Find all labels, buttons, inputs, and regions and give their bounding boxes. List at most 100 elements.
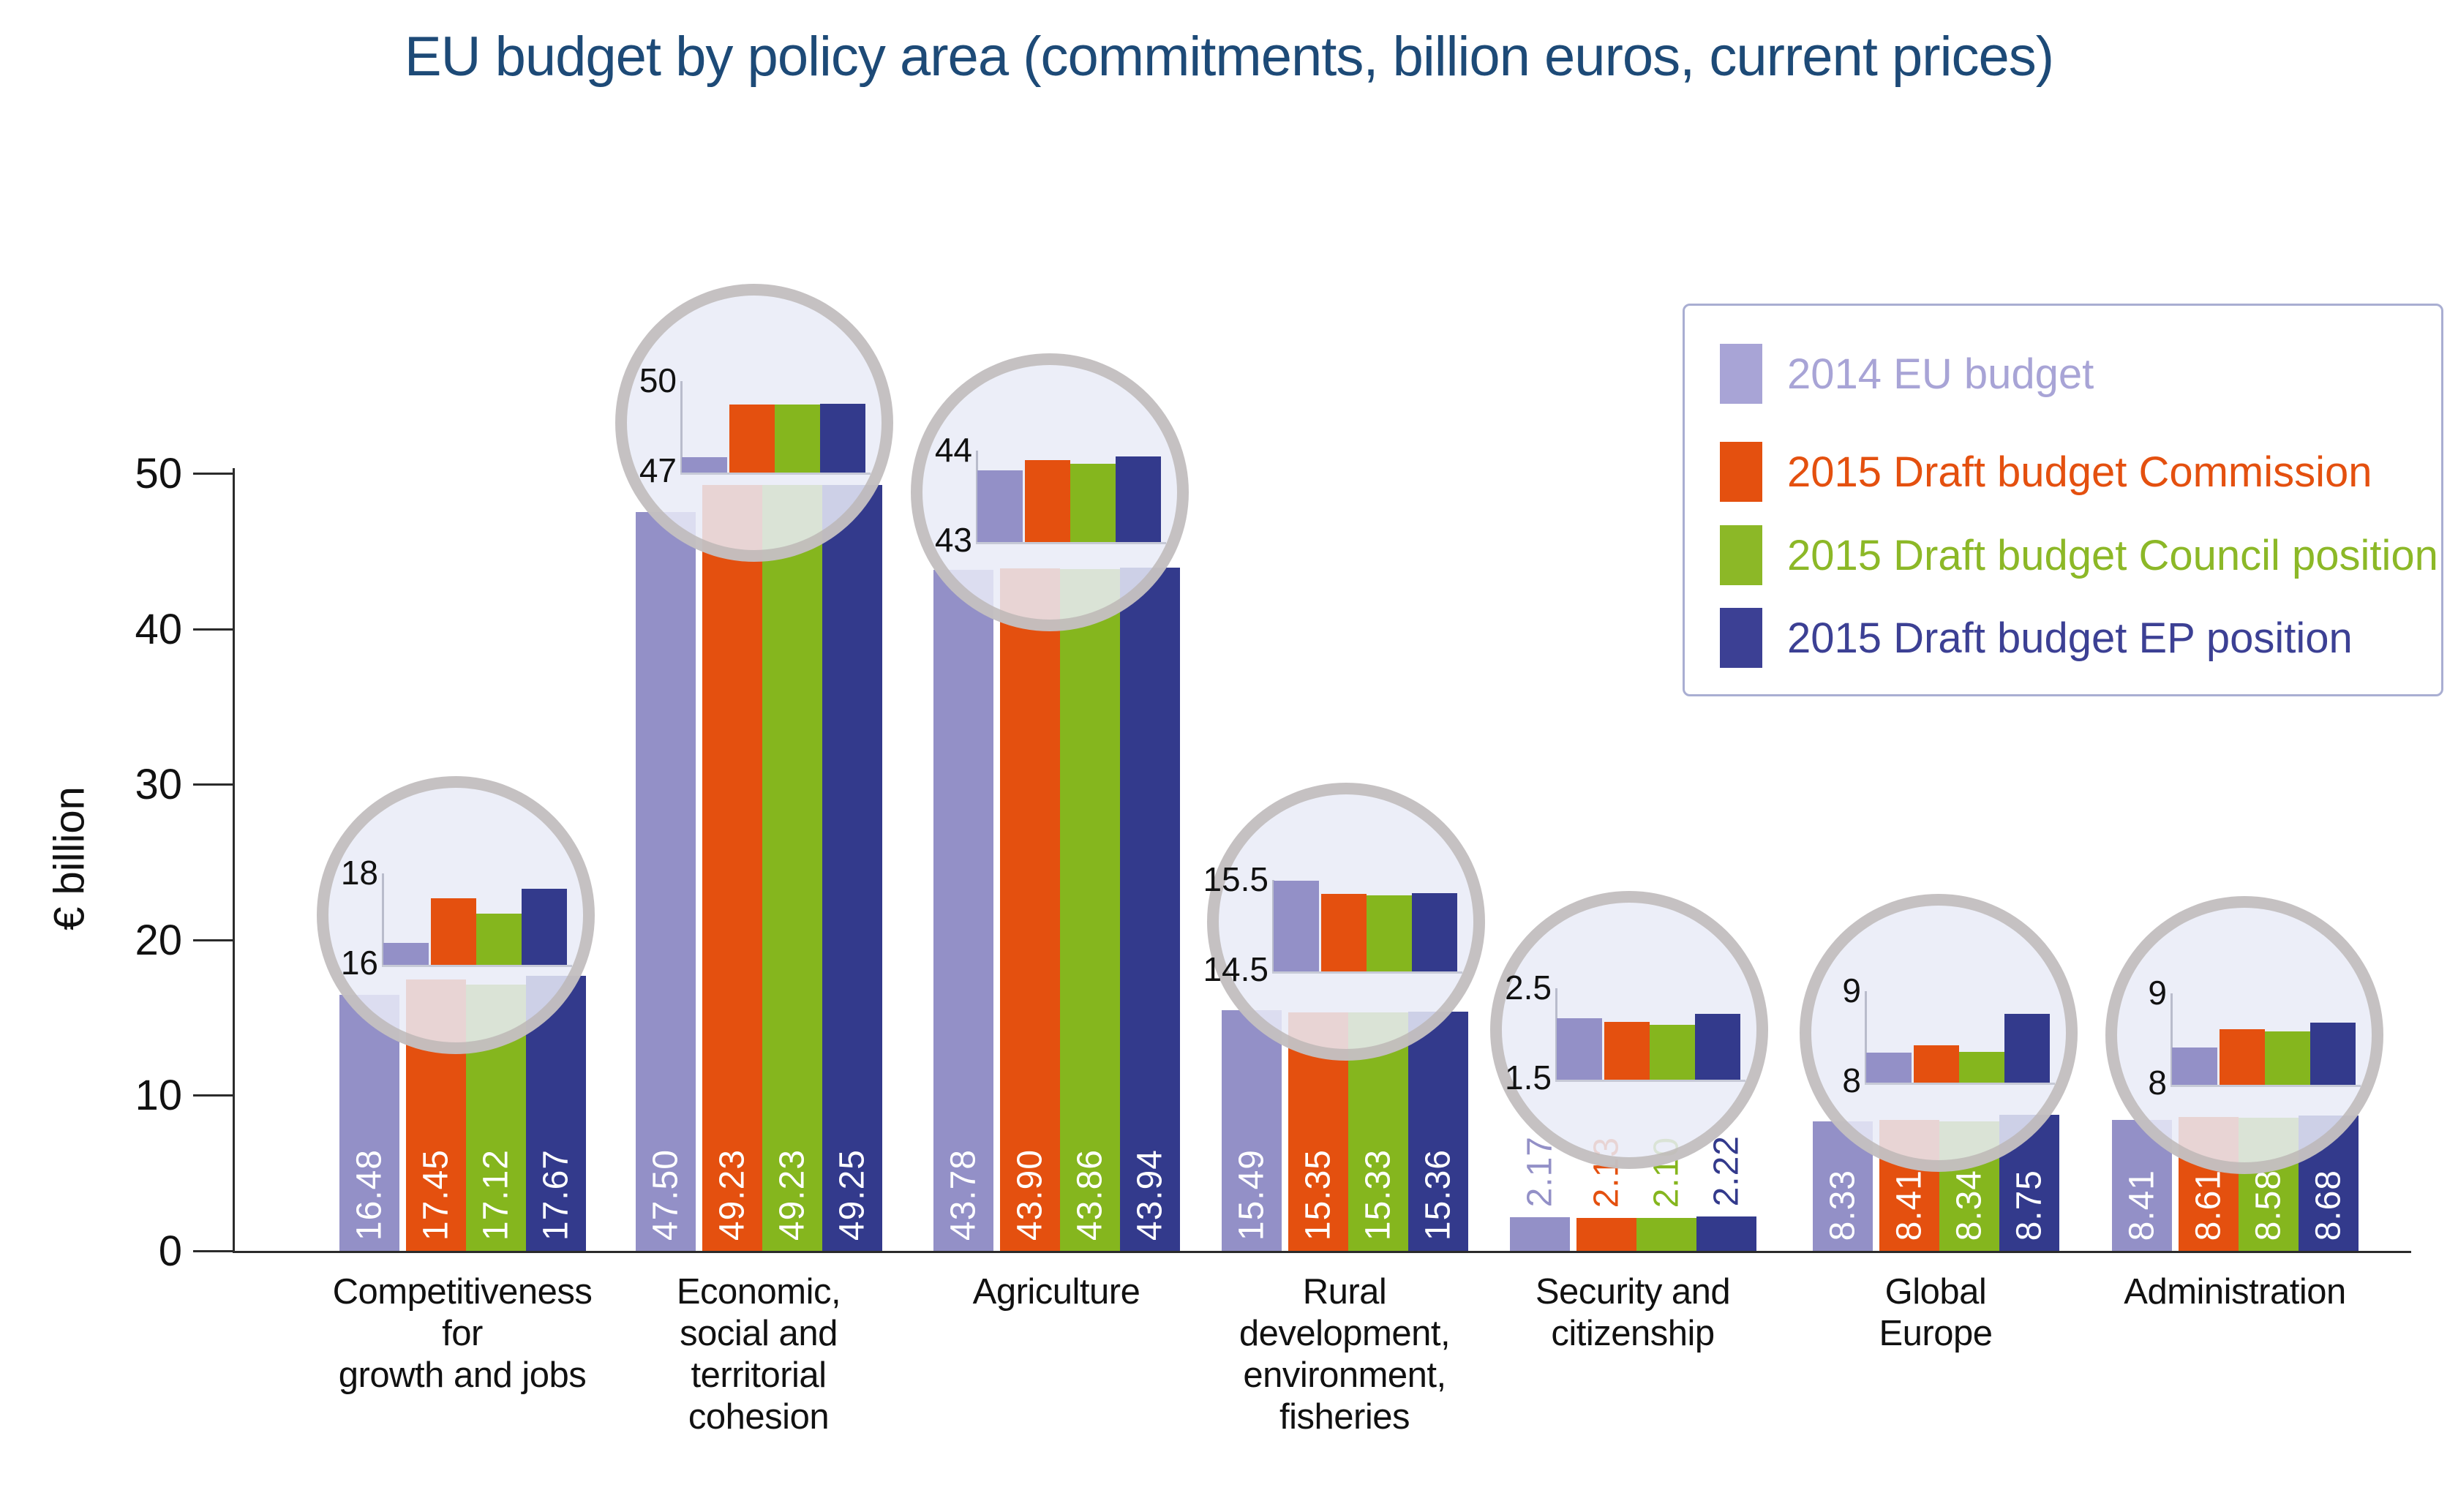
- category-label-line: Europe: [1879, 1314, 1993, 1353]
- y-axis-tick-label: 40: [135, 605, 182, 653]
- y-axis-tick-mark: [193, 628, 233, 631]
- bar: 2.17: [1510, 1136, 1570, 1251]
- magnifier-baseline: [1865, 1083, 2055, 1085]
- category-label-line: Rural: [1302, 1272, 1387, 1312]
- category-label-line: fisheries: [1279, 1397, 1410, 1437]
- magnifier-circle: 44 43: [911, 353, 1189, 631]
- y-axis-tick-mark: [193, 473, 233, 475]
- category-label-line: Agriculture: [972, 1272, 1140, 1312]
- magnifier-mini-bar: [775, 405, 820, 473]
- magnifier-mini-bar: [1650, 1025, 1695, 1080]
- legend-item: 2015 Draft budget Council position: [1720, 525, 2438, 585]
- magnifier-axis-line: [680, 381, 683, 475]
- magnifier-mini-bar: [1116, 456, 1161, 542]
- magnifier-tick-label: 47: [639, 451, 677, 489]
- magnifier-mini-bar: [1070, 464, 1116, 542]
- bar: 2.10: [1636, 1137, 1696, 1251]
- magnifier-axis-line: [1272, 880, 1274, 974]
- magnifier-mini-bar: [820, 404, 865, 473]
- magnifier-mini-bar: [1914, 1045, 1959, 1083]
- legend-item-label: 2015 Draft budget Commission: [1787, 448, 2372, 496]
- magnifier-axis-line: [1865, 991, 1867, 1085]
- magnifier-mini-bar: [1321, 894, 1367, 971]
- magnifier-mini-bar: [2220, 1029, 2265, 1085]
- y-axis-tick-label: 0: [158, 1227, 182, 1275]
- magnifier-mini-bar: [1557, 1018, 1602, 1080]
- bar-value-label: 8.34: [1950, 1169, 1989, 1241]
- bar-value-label: 15.35: [1298, 1148, 1338, 1241]
- bar-value-label: 43.94: [1130, 1148, 1170, 1241]
- magnifier-mini-bar: [729, 405, 775, 473]
- bar-value-label: 15.33: [1358, 1148, 1398, 1241]
- legend-item: 2015 Draft budget EP position: [1720, 608, 2353, 668]
- y-axis-tick-mark: [193, 1250, 233, 1252]
- magnifier-mini-bar: [682, 457, 727, 473]
- magnifier-mini-bar: [1604, 1022, 1650, 1080]
- magnifier-mini-bar: [2310, 1023, 2356, 1085]
- bar-value-label: 8.33: [1823, 1169, 1863, 1241]
- magnifier-mini-bar: [1367, 895, 1412, 971]
- category-label-line: growth and jobs: [338, 1355, 587, 1395]
- x-axis-line: [233, 1251, 2411, 1253]
- bar: 2.22: [1696, 1135, 1756, 1251]
- bar: 49.23: [762, 485, 822, 1251]
- category-label-line: Global: [1884, 1272, 1987, 1312]
- legend-item: 2015 Draft budget Commission: [1720, 442, 2372, 502]
- bar-value-label: 8.41: [1890, 1169, 1929, 1241]
- magnifier-mini-bar: [2265, 1031, 2310, 1085]
- legend-swatch: [1720, 608, 1762, 668]
- magnifier-axis-line: [1555, 988, 1557, 1082]
- bar-value-label: 17.67: [536, 1148, 576, 1241]
- magnifier-tick-label: 50: [639, 361, 677, 399]
- magnifier-tick-label: 2.5: [1505, 968, 1552, 1007]
- magnifier-tick-label: 8: [2148, 1064, 2167, 1102]
- category-label: Security and citizenship: [1465, 1271, 1801, 1355]
- magnifier-tick-label: 18: [340, 854, 378, 892]
- legend-item-label: 2014 EU budget: [1787, 350, 2094, 398]
- magnifier-mini-bar: [1274, 881, 1319, 971]
- bar-value-label: 49.23: [773, 1148, 812, 1241]
- bar: 43.86: [1060, 569, 1120, 1251]
- chart-title: EU budget by policy area (commitments, b…: [404, 26, 2054, 88]
- y-axis-line: [233, 468, 235, 1253]
- magnifier-tick-label: 43: [934, 521, 972, 559]
- magnifier-mini-bar: [522, 889, 567, 965]
- legend-swatch: [1720, 344, 1762, 404]
- category-label: Administration: [2067, 1271, 2403, 1313]
- y-axis-tick-label: 30: [135, 761, 182, 809]
- magnifier-mini-bar: [2172, 1048, 2217, 1085]
- category-label: Global Europe: [1767, 1271, 2104, 1355]
- bar: 49.25: [822, 485, 882, 1251]
- magnifier-mini-bar: [1866, 1053, 1912, 1083]
- magnifier-tick-label: 1.5: [1505, 1058, 1552, 1097]
- category-label-line: Security and: [1535, 1272, 1731, 1312]
- legend-item: 2014 EU budget: [1720, 344, 2094, 404]
- bar-value-label: 16.48: [350, 1148, 389, 1241]
- magnifier-tick-label: 44: [934, 431, 972, 469]
- category-label-line: citizenship: [1551, 1314, 1715, 1353]
- y-axis-tick-label: 50: [135, 450, 182, 497]
- category-label-line: development,: [1239, 1314, 1451, 1353]
- magnifier-mini-bar: [1412, 893, 1457, 971]
- category-label-line: environment,: [1243, 1355, 1446, 1395]
- magnifier-tick-label: 15.5: [1203, 860, 1269, 898]
- magnifier-mini-bar: [476, 914, 522, 965]
- category-label-line: Economic,: [676, 1272, 841, 1312]
- bar-value-label: 8.41: [2122, 1169, 2162, 1241]
- bar-value-label: 49.23: [713, 1148, 752, 1241]
- magnifier-tick-label: 8: [1842, 1061, 1861, 1099]
- magnifier-axis-line: [976, 451, 978, 544]
- magnifier-circle: 50 47: [615, 284, 893, 562]
- magnifier-mini-bar: [1695, 1014, 1740, 1080]
- category-label-line: cohesion: [688, 1397, 830, 1437]
- category-label: Rural development, environment, fisheries: [1176, 1271, 1513, 1438]
- magnifier-baseline: [1272, 971, 1462, 974]
- bar-value-label: 47.50: [646, 1148, 685, 1241]
- category-label: Economic, social and territorial cohesion: [590, 1271, 927, 1438]
- magnifier-baseline: [680, 473, 871, 475]
- bar-value-label: 43.86: [1070, 1148, 1110, 1241]
- legend-item-label: 2015 Draft budget EP position: [1787, 614, 2353, 662]
- bar-value-label: 8.58: [2249, 1169, 2288, 1241]
- legend: 2014 EU budget 2015 Draft budget Commiss…: [1683, 304, 2443, 696]
